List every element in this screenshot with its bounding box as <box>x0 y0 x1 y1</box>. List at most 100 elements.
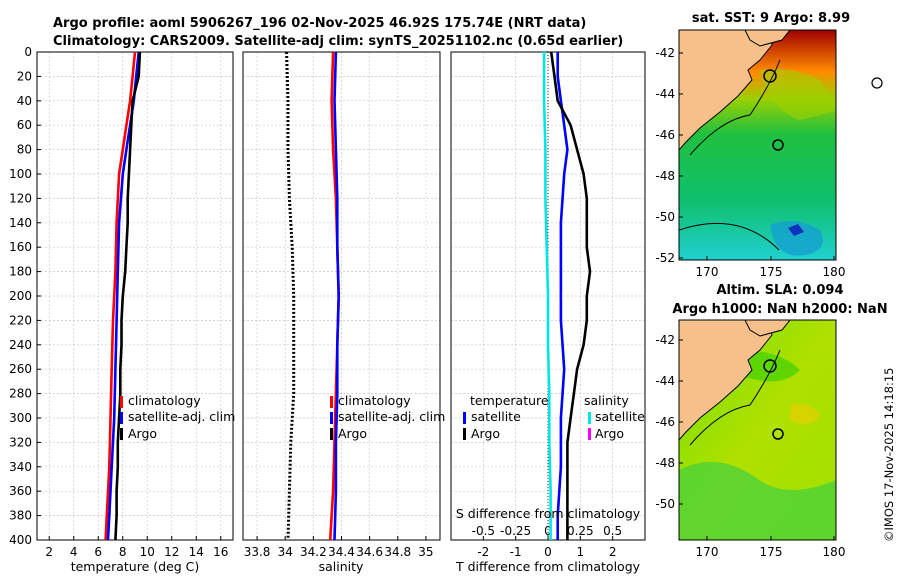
top-x-tick-label: -0.5 <box>472 524 495 538</box>
salinity-xlabel: salinity <box>319 559 364 574</box>
series-line-argo <box>114 51 142 541</box>
map-x-tick-label: 180 <box>823 265 846 279</box>
y-tick-label: 280 <box>9 387 32 401</box>
legend-label-s-satellite: satellite <box>595 409 645 424</box>
x-tick-label: 8 <box>119 545 127 559</box>
sst-cold-core <box>788 224 804 236</box>
legend-label-climatology: climatology <box>128 393 201 408</box>
x-tick-label: 12 <box>164 545 179 559</box>
legend-swatch-climatology <box>120 396 123 408</box>
series-line-temperature-satellite <box>556 52 569 540</box>
x-tick-label: 2 <box>609 545 617 559</box>
legend-label-t-argo: Argo <box>471 426 500 441</box>
x-tick-label: -2 <box>477 545 489 559</box>
legend-title-temperature: temperature <box>470 393 549 408</box>
legend-swatch-t-satellite <box>463 412 466 424</box>
y-tick-label: 240 <box>9 338 32 352</box>
sst-map-title: sat. SST: 9 Argo: 8.99 <box>692 11 850 26</box>
sst-coast-contour <box>689 59 781 156</box>
x-tick-label: 34 <box>278 545 293 559</box>
y-tick-label: 400 <box>9 533 32 547</box>
sst-contour-south <box>679 222 780 251</box>
series-line-salinity-satellite <box>542 52 552 540</box>
sla-contour <box>689 349 781 446</box>
legend-swatch-satellite <box>330 412 333 424</box>
series-line-satellite-adj-clim <box>333 51 341 541</box>
figure-title-line2: Climatology: CARS2009. Satellite-adj cli… <box>53 34 623 49</box>
sst-cold-eddy <box>770 221 823 256</box>
sst-map-frame <box>678 29 837 261</box>
legend-title-salinity: salinity <box>584 393 629 408</box>
sst-contour-ring <box>772 139 784 151</box>
sla-contour-ring <box>772 428 784 440</box>
top-x-tick-label: 0.25 <box>567 524 594 538</box>
figure-title-line1: Argo profile: aoml 5906267_196 02-Nov-20… <box>53 16 586 31</box>
sla-green-patch <box>679 462 836 540</box>
sla-map-ticks: 170 175 180 -42 -44 -46 -48 -50 <box>655 333 845 559</box>
salinity-panel: 33.8 34 34.2 34.4 34.6 34.8 35 <box>242 51 441 559</box>
map-y-tick-label: -50 <box>655 210 675 224</box>
y-tick-label: 160 <box>9 240 32 254</box>
legend-label-t-satellite: satellite <box>471 409 521 424</box>
map-x-tick-label: 170 <box>696 265 719 279</box>
map-y-tick-label: -46 <box>655 128 675 142</box>
y-tick-label: 360 <box>9 484 32 498</box>
y-tick-label: 100 <box>9 167 32 181</box>
map-y-tick-label: -48 <box>655 169 675 183</box>
difference-top-xlabel: S difference from climatology <box>456 506 641 521</box>
map-x-tick-label: 175 <box>760 265 783 279</box>
legend-swatch-climatology <box>330 396 333 408</box>
x-tick-label: 34.8 <box>384 545 411 559</box>
x-tick-label: 4 <box>70 545 78 559</box>
y-tick-label: 320 <box>9 435 32 449</box>
y-tick-label: 200 <box>9 289 32 303</box>
map-x-tick-label: 170 <box>696 545 719 559</box>
x-tick-label: 16 <box>213 545 228 559</box>
sla-map-title-line1: Altim. SLA: 0.094 <box>717 283 844 298</box>
sst-land-north <box>744 30 791 47</box>
map-y-tick-label: -52 <box>655 251 675 265</box>
sla-map-frame <box>678 319 837 541</box>
map-y-tick-label: -48 <box>655 456 675 470</box>
map-y-tick-label: -42 <box>655 333 675 347</box>
x-tick-label: 33.8 <box>244 545 271 559</box>
x-tick-label: 6 <box>94 545 102 559</box>
map-x-tick-label: 175 <box>760 545 783 559</box>
x-tick-label: 14 <box>189 545 204 559</box>
y-tick-label: 140 <box>9 216 32 230</box>
difference-xlabel: T difference from climatology <box>455 559 641 574</box>
sla-map-title-line2: Argo h1000: NaN h2000: NaN <box>672 302 887 317</box>
y-tick-label: 260 <box>9 362 32 376</box>
legend-swatch-argo <box>120 428 123 440</box>
map-y-tick-label: -44 <box>655 87 675 101</box>
legend-label-s-argo: Argo <box>595 426 624 441</box>
map-y-tick-label: -44 <box>655 374 675 388</box>
difference-panel: -2 -1 0 1 2 -0.5 -0.25 0 0.25 0.5 <box>450 51 646 559</box>
y-tick-label: 40 <box>17 94 32 108</box>
x-tick-label: 34.6 <box>356 545 383 559</box>
legend-label-climatology: climatology <box>338 393 411 408</box>
legend-swatch-s-argo <box>588 428 591 440</box>
x-tick-label: 34.4 <box>328 545 355 559</box>
top-x-tick-label: 0.5 <box>603 524 622 538</box>
y-tick-label: 340 <box>9 460 32 474</box>
legend-label-argo: Argo <box>128 426 157 441</box>
y-tick-label: 80 <box>17 143 32 157</box>
legend-swatch-t-argo <box>463 428 466 440</box>
top-x-tick-label: -0.25 <box>500 524 531 538</box>
map-y-tick-label: -46 <box>655 415 675 429</box>
legend-label-satellite: satellite-adj. clim <box>128 409 235 424</box>
top-x-tick-label: 0 <box>544 524 552 538</box>
map-y-tick-label: -50 <box>655 497 675 511</box>
difference-legend: temperature satellite Argo salinity sate… <box>463 393 645 441</box>
y-tick-label: 0 <box>24 45 32 59</box>
x-tick-label: 1 <box>577 545 585 559</box>
y-tick-label: 180 <box>9 265 32 279</box>
sla-land-north <box>744 320 791 337</box>
map-y-tick-label: -42 <box>655 46 675 60</box>
temperature-xlabel: temperature (deg C) <box>71 559 200 574</box>
sla-map: Altim. SLA: 0.094 Argo h1000: NaN h2000:… <box>655 283 887 559</box>
sla-warm-patch <box>790 403 820 424</box>
y-tick-label: 20 <box>17 69 32 83</box>
